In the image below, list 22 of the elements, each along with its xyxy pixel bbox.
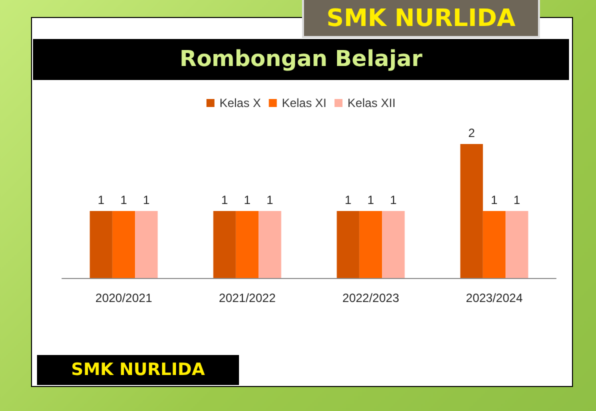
data-label: 1 <box>490 193 498 207</box>
x-tick-label: 2020/2021 <box>95 291 152 305</box>
text: SMK NURLIDA <box>37 355 239 385</box>
text: SMK NURLIDA <box>302 0 540 38</box>
legend-label: Kelas XII <box>348 96 396 110</box>
data-label: 1 <box>390 193 398 207</box>
data-label: 1 <box>367 193 374 207</box>
data-label: 1 <box>143 193 150 207</box>
x-tick-label: 2021/2022 <box>218 291 276 305</box>
x-tick-label: 2023/2024 <box>466 291 523 305</box>
legend-label: Kelas XI <box>282 96 327 110</box>
data-label: 1 <box>514 193 521 207</box>
data-label: 1 <box>120 193 128 207</box>
data-label: 2 <box>468 126 476 140</box>
chart-title: Rombongan Belajar <box>33 39 569 80</box>
legend-label: Kelas X <box>219 96 261 110</box>
data-label: 1 <box>344 193 352 207</box>
data-label: 1 <box>221 193 228 207</box>
data-label: 1 <box>98 193 105 207</box>
x-tick-label: 2022/2023 <box>342 291 400 305</box>
data-label: 1 <box>266 193 274 207</box>
data-label: 1 <box>244 193 251 207</box>
